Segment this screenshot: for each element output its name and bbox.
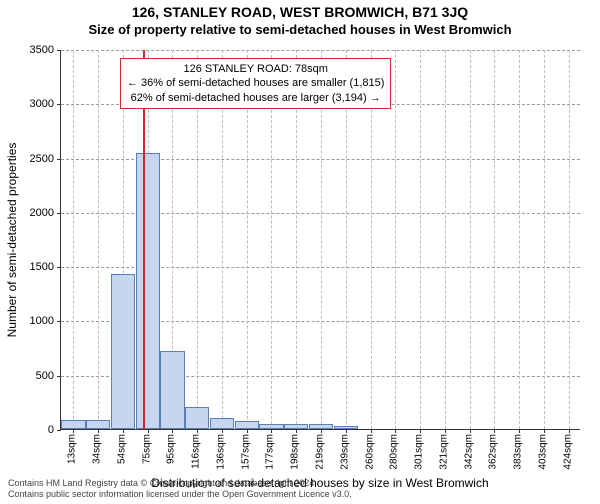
- histogram-bar: [210, 418, 234, 429]
- histogram-bar: [185, 407, 209, 429]
- y-tick-label: 2500: [14, 153, 54, 165]
- x-tick-label: 321sqm: [438, 434, 449, 470]
- x-tick-label: 75sqm: [141, 434, 152, 464]
- x-tick-label: 280sqm: [389, 434, 400, 470]
- annotation-line-2: ← 36% of semi-detached houses are smalle…: [127, 76, 384, 90]
- histogram-bar: [334, 426, 358, 429]
- y-tick-label: 0: [14, 424, 54, 436]
- x-tick-label: 403sqm: [537, 434, 548, 470]
- x-tick-label: 383sqm: [513, 434, 524, 470]
- y-tick-label: 2000: [14, 207, 54, 219]
- x-tick-label: 34sqm: [92, 434, 103, 464]
- x-tick-label: 95sqm: [166, 434, 177, 464]
- histogram-bar: [259, 424, 283, 429]
- y-tick-label: 3000: [14, 98, 54, 110]
- x-tick-label: 239sqm: [339, 434, 350, 470]
- x-tick-label: 177sqm: [265, 434, 276, 470]
- x-tick-label: 54sqm: [116, 434, 127, 464]
- annotation-box: 126 STANLEY ROAD: 78sqm ← 36% of semi-de…: [120, 58, 391, 109]
- footer-attribution: Contains HM Land Registry data © Crown c…: [8, 478, 352, 500]
- y-tick-label: 500: [14, 370, 54, 382]
- x-tick-label: 13sqm: [67, 434, 78, 464]
- annotation-line-3: 62% of semi-detached houses are larger (…: [127, 91, 384, 105]
- x-tick-label: 157sqm: [240, 434, 251, 470]
- page-title: 126, STANLEY ROAD, WEST BROMWICH, B71 3J…: [0, 4, 600, 20]
- histogram-bar: [309, 424, 333, 429]
- y-tick-label: 3500: [14, 44, 54, 56]
- histogram-chart: Number of semi-detached properties Distr…: [60, 50, 580, 430]
- histogram-bar: [61, 420, 85, 429]
- histogram-bar: [160, 351, 184, 429]
- annotation-line-1: 126 STANLEY ROAD: 78sqm: [127, 62, 384, 76]
- x-tick-label: 198sqm: [290, 434, 301, 470]
- footer-line-2: Contains public sector information licen…: [8, 489, 352, 500]
- footer-line-1: Contains HM Land Registry data © Crown c…: [8, 478, 352, 489]
- x-tick-label: 362sqm: [488, 434, 499, 470]
- x-tick-label: 424sqm: [562, 434, 573, 470]
- page-subtitle: Size of property relative to semi-detach…: [0, 22, 600, 37]
- x-tick-label: 342sqm: [463, 434, 474, 470]
- x-tick-label: 301sqm: [414, 434, 425, 470]
- histogram-bar: [235, 421, 259, 429]
- x-tick-label: 260sqm: [364, 434, 375, 470]
- histogram-bar: [111, 274, 135, 429]
- x-tick-label: 219sqm: [315, 434, 326, 470]
- x-tick-label: 116sqm: [191, 434, 202, 469]
- histogram-bar: [284, 424, 308, 429]
- y-tick-label: 1500: [14, 261, 54, 273]
- y-tick-label: 1000: [14, 315, 54, 327]
- y-axis-label: Number of semi-detached properties: [5, 143, 19, 338]
- histogram-bar: [136, 153, 160, 429]
- x-tick-label: 136sqm: [215, 434, 226, 470]
- histogram-bar: [86, 420, 110, 429]
